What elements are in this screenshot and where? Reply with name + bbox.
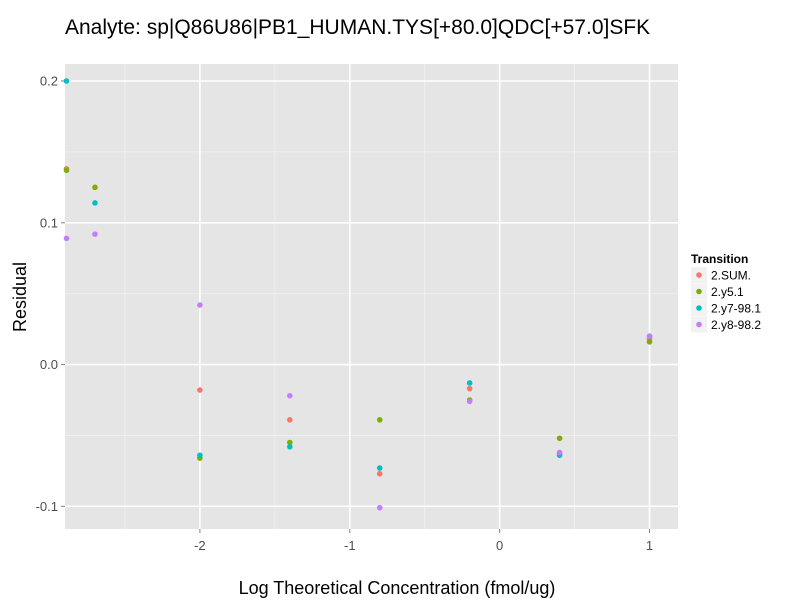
- point-series-2-4: [376, 465, 383, 471]
- point-series-2-1: [92, 200, 98, 206]
- x-tick-label-0: -2: [194, 538, 206, 553]
- point-series-2-2: [197, 452, 203, 459]
- legend-label-2: 2.y7-98.1: [711, 302, 761, 316]
- y-tick-label-0: -0.1: [36, 499, 58, 514]
- point-series-2-3: [287, 443, 293, 450]
- legend-key-2: [696, 305, 702, 311]
- point-series-3-0: [63, 235, 70, 242]
- legend: Transition 2.SUM. 2.y5.1 2.y7-98.1 2.y8-98.…: [691, 252, 761, 333]
- grid-minor: [65, 64, 678, 529]
- point-series-3-2: [197, 302, 203, 308]
- point-series-2-0: [63, 78, 70, 84]
- point-series-0-3: [376, 470, 383, 477]
- plot-panel: [65, 64, 678, 529]
- point-series-3-1: [92, 231, 98, 237]
- point-series-0-4: [466, 385, 473, 392]
- point-series-2-5: [466, 380, 473, 386]
- y-tick-label-3: 0.2: [40, 74, 58, 89]
- x-tick-label-1: -1: [344, 538, 356, 553]
- point-series-3-3: [287, 392, 293, 399]
- point-series-3-4: [376, 504, 383, 511]
- legend-key-3: [696, 321, 702, 328]
- point-series-3-7: [646, 333, 653, 339]
- point-series-0-2: [287, 417, 293, 423]
- point-series-1-3: [287, 439, 293, 446]
- x-tick-label-3: 1: [646, 538, 653, 553]
- y-tick-label-1: 0.0: [40, 357, 58, 372]
- point-series-1-0: [63, 167, 70, 174]
- legend-title: Transition: [691, 252, 748, 266]
- point-series-1-7: [646, 339, 653, 345]
- point-series-3-5: [466, 398, 473, 405]
- legend-key-0: [696, 272, 702, 278]
- x-tick-label-2: 0: [496, 538, 503, 553]
- legend-label-1: 2.y5.1: [711, 285, 744, 299]
- point-series-1-1: [92, 184, 98, 191]
- point-series-3-6: [556, 449, 563, 456]
- x-axis-label: Log Theoretical Concentration (fmol/ug): [239, 578, 556, 598]
- legend-items: 2.SUM. 2.y5.1 2.y7-98.1 2.y8-98.2: [691, 267, 761, 333]
- legend-key-1: [696, 288, 702, 295]
- grid-major: [65, 64, 678, 529]
- y-tick-label-2: 0.1: [40, 215, 58, 230]
- point-series-1-6: [556, 435, 563, 442]
- y-axis-label: Residual: [10, 262, 30, 332]
- legend-label-0: 2.SUM.: [711, 269, 751, 283]
- legend-label-3: 2.y8-98.2: [711, 318, 761, 332]
- data-points: [63, 78, 653, 511]
- x-axis-ticks: -2 -1 0 1: [194, 529, 653, 553]
- point-series-1-4: [376, 417, 383, 423]
- chart-title: Analyte: sp|Q86U86|PB1_HUMAN.TYS[+80.0]Q…: [65, 16, 650, 39]
- y-axis-ticks: -0.1 0.0 0.1 0.2: [36, 74, 65, 514]
- point-series-0-1: [197, 387, 203, 393]
